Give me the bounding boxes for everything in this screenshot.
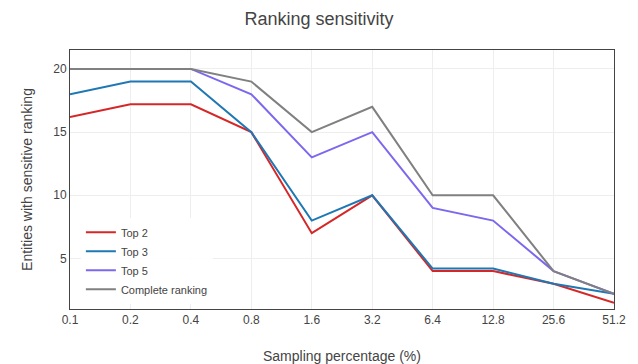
- svg-text:0.2: 0.2: [122, 313, 139, 327]
- svg-text:Entities with sensitive rankin: Entities with sensitive ranking: [19, 88, 35, 271]
- svg-text:Sampling percentage (%): Sampling percentage (%): [263, 348, 421, 364]
- svg-text:3.2: 3.2: [364, 313, 381, 327]
- svg-text:6.4: 6.4: [424, 313, 441, 327]
- svg-text:0.4: 0.4: [183, 313, 200, 327]
- svg-text:0.8: 0.8: [243, 313, 260, 327]
- svg-text:Complete ranking: Complete ranking: [121, 284, 207, 296]
- svg-text:25.6: 25.6: [542, 313, 566, 327]
- svg-text:12.8: 12.8: [481, 313, 505, 327]
- svg-text:1.6: 1.6: [303, 313, 320, 327]
- svg-text:Top 5: Top 5: [121, 265, 148, 277]
- svg-text:Top 3: Top 3: [121, 246, 148, 258]
- svg-text:0.1: 0.1: [62, 313, 79, 327]
- svg-text:5: 5: [60, 252, 67, 266]
- svg-text:Ranking sensitivity: Ranking sensitivity: [244, 9, 393, 29]
- svg-text:Top 2: Top 2: [121, 227, 148, 239]
- svg-text:15: 15: [53, 125, 67, 139]
- svg-text:51.2: 51.2: [602, 313, 626, 327]
- svg-text:20: 20: [53, 62, 67, 76]
- svg-text:10: 10: [53, 188, 67, 202]
